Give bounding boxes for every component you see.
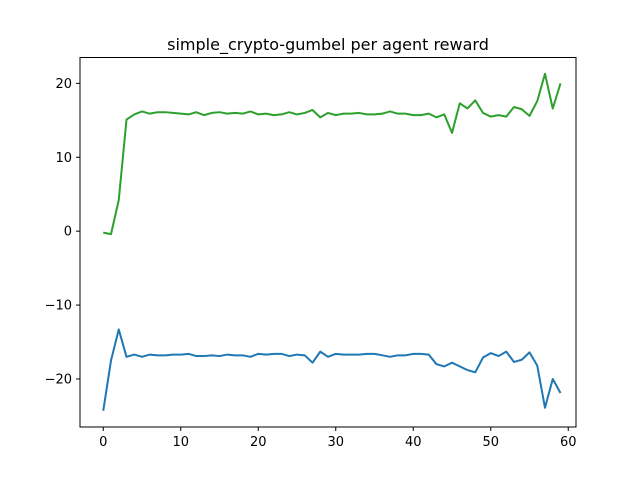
ticks-layer: 0 10 20 30 40 50 60 −20 −10 0 10 20 bbox=[45, 77, 577, 450]
series-line-1 bbox=[102, 328, 562, 411]
x-tick-label: 40 bbox=[405, 435, 422, 450]
x-tick-label: 60 bbox=[560, 435, 577, 450]
series-layer bbox=[102, 72, 562, 411]
x-tick-label: 50 bbox=[482, 435, 499, 450]
y-tick-label: −10 bbox=[45, 299, 72, 314]
x-tick-label: 0 bbox=[99, 435, 107, 450]
plot-area-frame bbox=[79, 57, 577, 428]
x-tick-label: 20 bbox=[250, 435, 267, 450]
y-tick-label: 10 bbox=[55, 151, 72, 166]
y-tick-label: 20 bbox=[55, 77, 72, 92]
chart-title: simple_crypto-gumbel per agent reward bbox=[167, 35, 489, 55]
x-tick-label: 10 bbox=[172, 435, 189, 450]
y-tick-label: 0 bbox=[64, 225, 72, 240]
series-line-2 bbox=[103, 72, 562, 236]
x-tick-label: 30 bbox=[327, 435, 344, 450]
y-tick-label: −20 bbox=[45, 372, 72, 387]
